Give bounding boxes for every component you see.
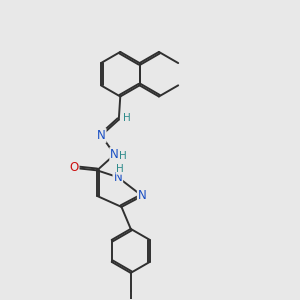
- Text: N: N: [138, 189, 147, 203]
- Text: N: N: [97, 129, 106, 142]
- Text: N: N: [113, 171, 122, 184]
- Text: H: H: [123, 113, 131, 123]
- Text: H: H: [119, 151, 127, 161]
- Text: O: O: [69, 161, 79, 174]
- Text: H: H: [116, 164, 124, 174]
- Text: N: N: [110, 148, 119, 161]
